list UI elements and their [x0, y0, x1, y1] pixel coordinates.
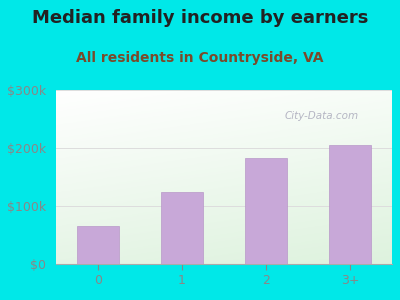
Bar: [329, 145, 371, 264]
Bar: [161, 191, 203, 264]
Text: City-Data.com: City-Data.com: [284, 111, 359, 121]
Text: All residents in Countryside, VA: All residents in Countryside, VA: [76, 51, 324, 65]
Text: Median family income by earners: Median family income by earners: [32, 9, 368, 27]
Bar: [77, 226, 119, 264]
Bar: [245, 158, 287, 264]
